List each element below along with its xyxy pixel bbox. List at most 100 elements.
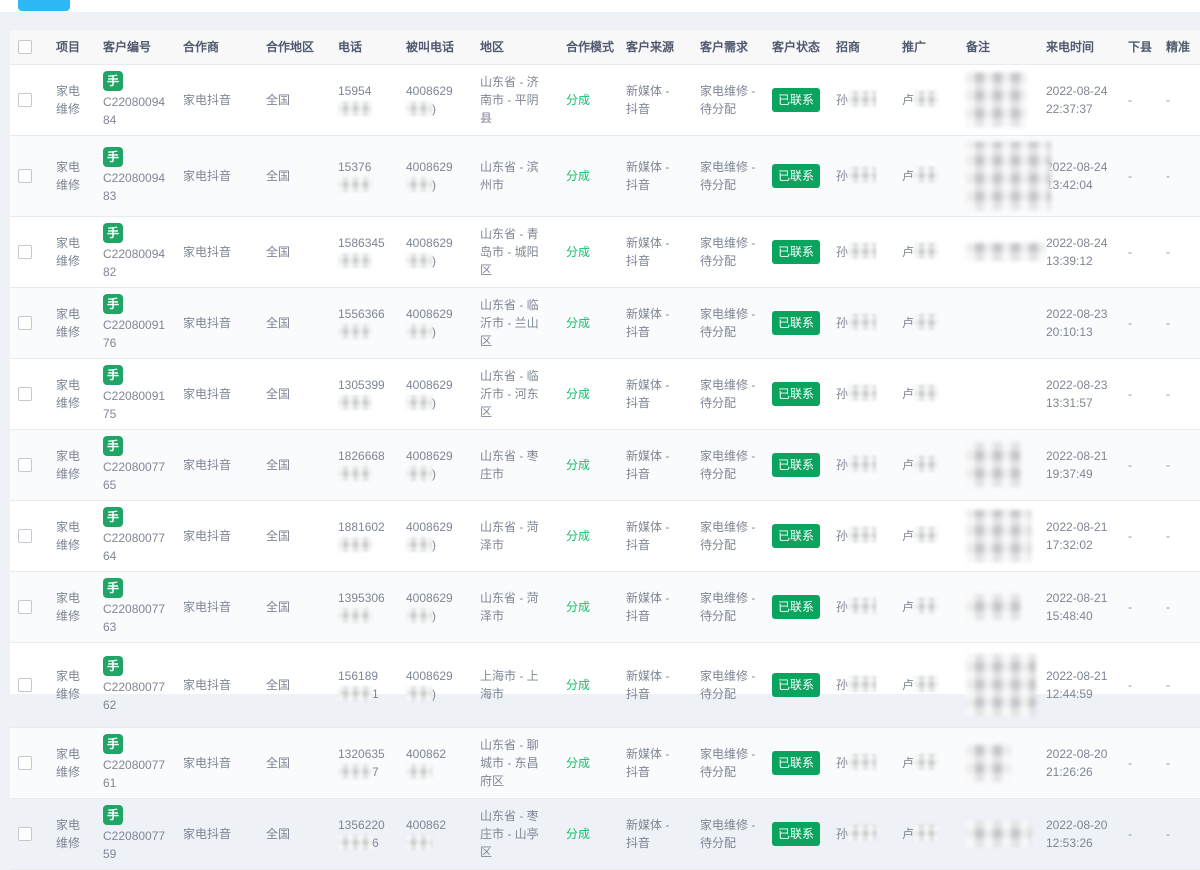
call-time-cell: 2022-08-20 12:53:26 bbox=[1038, 798, 1120, 870]
status-badge: 已联系 bbox=[772, 87, 821, 112]
col-header-remark: 备注 bbox=[958, 30, 1038, 65]
mobile-tag-badge: 手 bbox=[103, 293, 124, 314]
table-row: 家电维修 手 C2208007763 家电抖音 全国 1395306 40086… bbox=[10, 571, 1200, 643]
xiaxian-cell: - bbox=[1120, 798, 1158, 870]
row-checkbox[interactable] bbox=[18, 387, 32, 402]
coop-area-cell: 全国 bbox=[258, 642, 330, 728]
agent-cell: 孙 bbox=[828, 287, 894, 359]
agent-cell: 孙 bbox=[828, 571, 894, 643]
coop-mode-cell: 分成 bbox=[558, 571, 618, 643]
project-cell: 家电维修 bbox=[48, 358, 95, 430]
jingzhun-cell: - bbox=[1158, 727, 1200, 799]
remark-cell bbox=[958, 571, 1038, 643]
called-phone-blur bbox=[406, 607, 432, 623]
coop-area-cell: 全国 bbox=[258, 727, 330, 799]
mobile-tag-badge: 手 bbox=[103, 506, 124, 527]
demand-cell: 家电维修 - 待分配 bbox=[692, 287, 764, 359]
status-cell: 已联系 bbox=[764, 500, 828, 572]
partner-cell: 家电抖音 bbox=[175, 64, 258, 136]
xiaxian-cell: - bbox=[1120, 429, 1158, 501]
row-checkbox[interactable] bbox=[18, 316, 32, 331]
promotion-name-blur bbox=[914, 242, 939, 259]
mobile-tag-badge: 手 bbox=[103, 70, 124, 91]
col-header-source: 客户来源 bbox=[618, 30, 692, 65]
source-cell: 新媒体 - 抖音 bbox=[618, 571, 692, 643]
coop-area-cell: 全国 bbox=[258, 64, 330, 136]
demand-cell: 家电维修 - 待分配 bbox=[692, 135, 764, 217]
customer-no-cell: 手 C2208007762 bbox=[95, 642, 175, 728]
called-phone-blur bbox=[406, 100, 432, 116]
status-cell: 已联系 bbox=[764, 642, 828, 728]
xiaxian-cell: - bbox=[1120, 287, 1158, 359]
xiaxian-cell: - bbox=[1120, 64, 1158, 136]
coop-mode-cell: 分成 bbox=[558, 500, 618, 572]
remark-cell bbox=[958, 798, 1038, 870]
row-checkbox[interactable] bbox=[18, 678, 32, 693]
promotion-name-blur bbox=[914, 90, 939, 107]
col-header-region: 地区 bbox=[472, 30, 558, 65]
row-checkbox[interactable] bbox=[18, 600, 32, 615]
source-cell: 新媒体 - 抖音 bbox=[618, 429, 692, 501]
project-cell: 家电维修 bbox=[48, 135, 95, 217]
remark-blur bbox=[966, 141, 1051, 210]
table-header-row: 项目 客户编号 合作商 合作地区 电话 被叫电话 地区 合作模式 客户来源 客户… bbox=[10, 30, 1200, 65]
call-time-cell: 2022-08-24 13:39:12 bbox=[1038, 216, 1120, 288]
status-badge: 已联系 bbox=[772, 750, 821, 775]
customer-no: C2208007759 bbox=[103, 828, 166, 861]
row-checkbox[interactable] bbox=[18, 756, 32, 771]
customer-no-cell: 手 C2208009175 bbox=[95, 358, 175, 430]
row-checkbox[interactable] bbox=[18, 458, 32, 473]
customer-no-cell: 手 C2208007761 bbox=[95, 727, 175, 799]
status-cell: 已联系 bbox=[764, 216, 828, 288]
coop-area-cell: 全国 bbox=[258, 429, 330, 501]
agent-name-blur bbox=[848, 455, 877, 472]
xiaxian-cell: - bbox=[1120, 571, 1158, 643]
partner-cell: 家电抖音 bbox=[175, 135, 258, 217]
status-badge: 已联系 bbox=[772, 310, 821, 335]
phone-blur bbox=[338, 323, 372, 339]
jingzhun-cell: - bbox=[1158, 135, 1200, 217]
called-phone-blur bbox=[406, 763, 432, 779]
customer-no: C2208009175 bbox=[103, 388, 166, 421]
row-checkbox[interactable] bbox=[18, 169, 32, 184]
phone-blur bbox=[338, 394, 372, 410]
status-cell: 已联系 bbox=[764, 287, 828, 359]
col-header-promotion: 推广 bbox=[894, 30, 958, 65]
mobile-tag-badge: 手 bbox=[103, 222, 124, 243]
table-row: 家电维修 手 C2208009482 家电抖音 全国 1586345 40086… bbox=[10, 216, 1200, 288]
row-checkbox[interactable] bbox=[18, 93, 32, 108]
called-phone-cell: 400862 bbox=[398, 727, 472, 799]
row-checkbox[interactable] bbox=[18, 529, 32, 544]
xiaxian-cell: - bbox=[1120, 727, 1158, 799]
region-cell: 山东省 - 济南市 - 平阴县 bbox=[472, 64, 558, 136]
row-checkbox[interactable] bbox=[18, 827, 32, 842]
toolbar-action-button[interactable] bbox=[18, 0, 70, 11]
remark-blur bbox=[966, 820, 1031, 847]
status-cell: 已联系 bbox=[764, 429, 828, 501]
status-badge: 已联系 bbox=[772, 163, 821, 188]
select-all-checkbox[interactable] bbox=[18, 40, 32, 55]
customer-no: C2208007764 bbox=[103, 530, 166, 563]
partner-cell: 家电抖音 bbox=[175, 571, 258, 643]
xiaxian-cell: - bbox=[1120, 135, 1158, 217]
remark-cell bbox=[958, 429, 1038, 501]
agent-name-blur bbox=[848, 90, 877, 107]
project-cell: 家电维修 bbox=[48, 727, 95, 799]
status-cell: 已联系 bbox=[764, 64, 828, 136]
partner-cell: 家电抖音 bbox=[175, 287, 258, 359]
row-checkbox-cell bbox=[10, 500, 48, 572]
remark-blur bbox=[966, 509, 1031, 562]
phone-blur bbox=[338, 763, 372, 779]
promotion-cell: 卢 bbox=[894, 429, 958, 501]
region-cell: 山东省 - 临沂市 - 河东区 bbox=[472, 358, 558, 430]
source-cell: 新媒体 - 抖音 bbox=[618, 500, 692, 572]
remark-cell bbox=[958, 287, 1038, 359]
jingzhun-cell: - bbox=[1158, 287, 1200, 359]
source-cell: 新媒体 - 抖音 bbox=[618, 358, 692, 430]
jingzhun-cell: - bbox=[1158, 64, 1200, 136]
table-row: 家电维修 手 C2208009483 家电抖音 全国 15376 4008629… bbox=[10, 135, 1200, 217]
promotion-name-blur bbox=[914, 526, 939, 543]
row-checkbox[interactable] bbox=[18, 245, 32, 260]
called-phone-cell: 4008629) bbox=[398, 500, 472, 572]
customer-no: C2208009482 bbox=[103, 246, 166, 279]
